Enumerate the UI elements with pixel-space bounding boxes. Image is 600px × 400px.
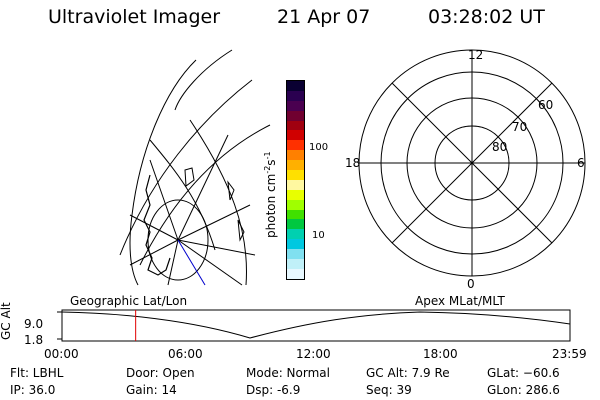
mlt-label-18: 18 xyxy=(345,156,361,170)
ip-readout: IP: 36.0 xyxy=(10,383,56,397)
y-tick-top: 9.0 xyxy=(24,317,44,331)
gain-readout: Gain: 14 xyxy=(126,383,177,397)
mlt-label-12: 12 xyxy=(468,48,484,62)
colorbar-segment xyxy=(287,259,304,269)
mlt-label-6: 6 xyxy=(577,156,585,170)
x-tick-2: 12:00 xyxy=(296,347,331,361)
gc-alt-readout: GC Alt: 7.9 Re xyxy=(366,366,450,380)
x-tick-4: 23:59 xyxy=(552,347,587,361)
colorbar-segment xyxy=(287,140,304,151)
colorbar-segment xyxy=(287,110,304,121)
colorbar-segment xyxy=(287,150,304,161)
dsp-readout: Dsp: -6.9 xyxy=(246,383,301,397)
geographic-map xyxy=(119,49,271,286)
colorbar-segment xyxy=(287,189,304,200)
colorbar-segment xyxy=(287,249,304,260)
instrument-title: Ultraviolet Imager xyxy=(48,6,221,28)
colorbar-segment xyxy=(287,209,304,220)
colorbar-segment xyxy=(287,229,304,240)
apex-label: Apex MLat/MLT xyxy=(415,294,505,308)
x-tick-3: 18:00 xyxy=(423,347,458,361)
polar-mlt-plot xyxy=(358,49,586,277)
colorbar-segment xyxy=(287,268,304,279)
colorbar-segment xyxy=(287,179,304,190)
colorbar-segment xyxy=(287,130,304,141)
colorbar-segment xyxy=(287,160,304,171)
x-tick-1: 06:00 xyxy=(168,347,203,361)
seq-readout: Seq: 39 xyxy=(366,383,412,397)
geographic-label: Geographic Lat/Lon xyxy=(70,294,188,308)
filter-readout: Flt: LBHL xyxy=(10,366,64,380)
x-tick-0: 00:00 xyxy=(44,347,79,361)
mlt-label-0: 0 xyxy=(467,277,475,291)
colorbar-tick-100: 100 xyxy=(309,142,329,153)
glon-readout: GLon: 286.6 xyxy=(487,383,560,397)
glat-readout: GLat: −60.6 xyxy=(487,366,560,380)
colorbar-segment xyxy=(287,81,304,91)
y-tick-bottom: 1.8 xyxy=(24,333,44,347)
intensity-colorbar xyxy=(286,80,305,280)
colorbar-segment xyxy=(287,170,304,180)
colorbar-unit-label: photon cm-2s-1 xyxy=(263,151,278,238)
mlat-label-80: 80 xyxy=(492,140,508,154)
colorbar-segment xyxy=(287,199,304,210)
mode-readout: Mode: Normal xyxy=(246,366,330,380)
colorbar-segment xyxy=(287,120,304,131)
colorbar-segment xyxy=(287,219,304,230)
altitude-timeline xyxy=(57,309,571,342)
door-readout: Door: Open xyxy=(126,366,195,380)
mlat-label-70: 70 xyxy=(512,120,528,134)
colorbar-tick-10: 10 xyxy=(312,230,325,241)
colorbar-segment xyxy=(287,239,304,250)
colorbar-segment xyxy=(287,100,304,111)
observation-date: 21 Apr 07 xyxy=(277,6,371,28)
mlat-label-60: 60 xyxy=(538,98,554,112)
colorbar-segment xyxy=(287,90,304,101)
observation-time: 03:28:02 UT xyxy=(428,6,545,28)
y-axis-title: GC Alt xyxy=(0,302,13,340)
